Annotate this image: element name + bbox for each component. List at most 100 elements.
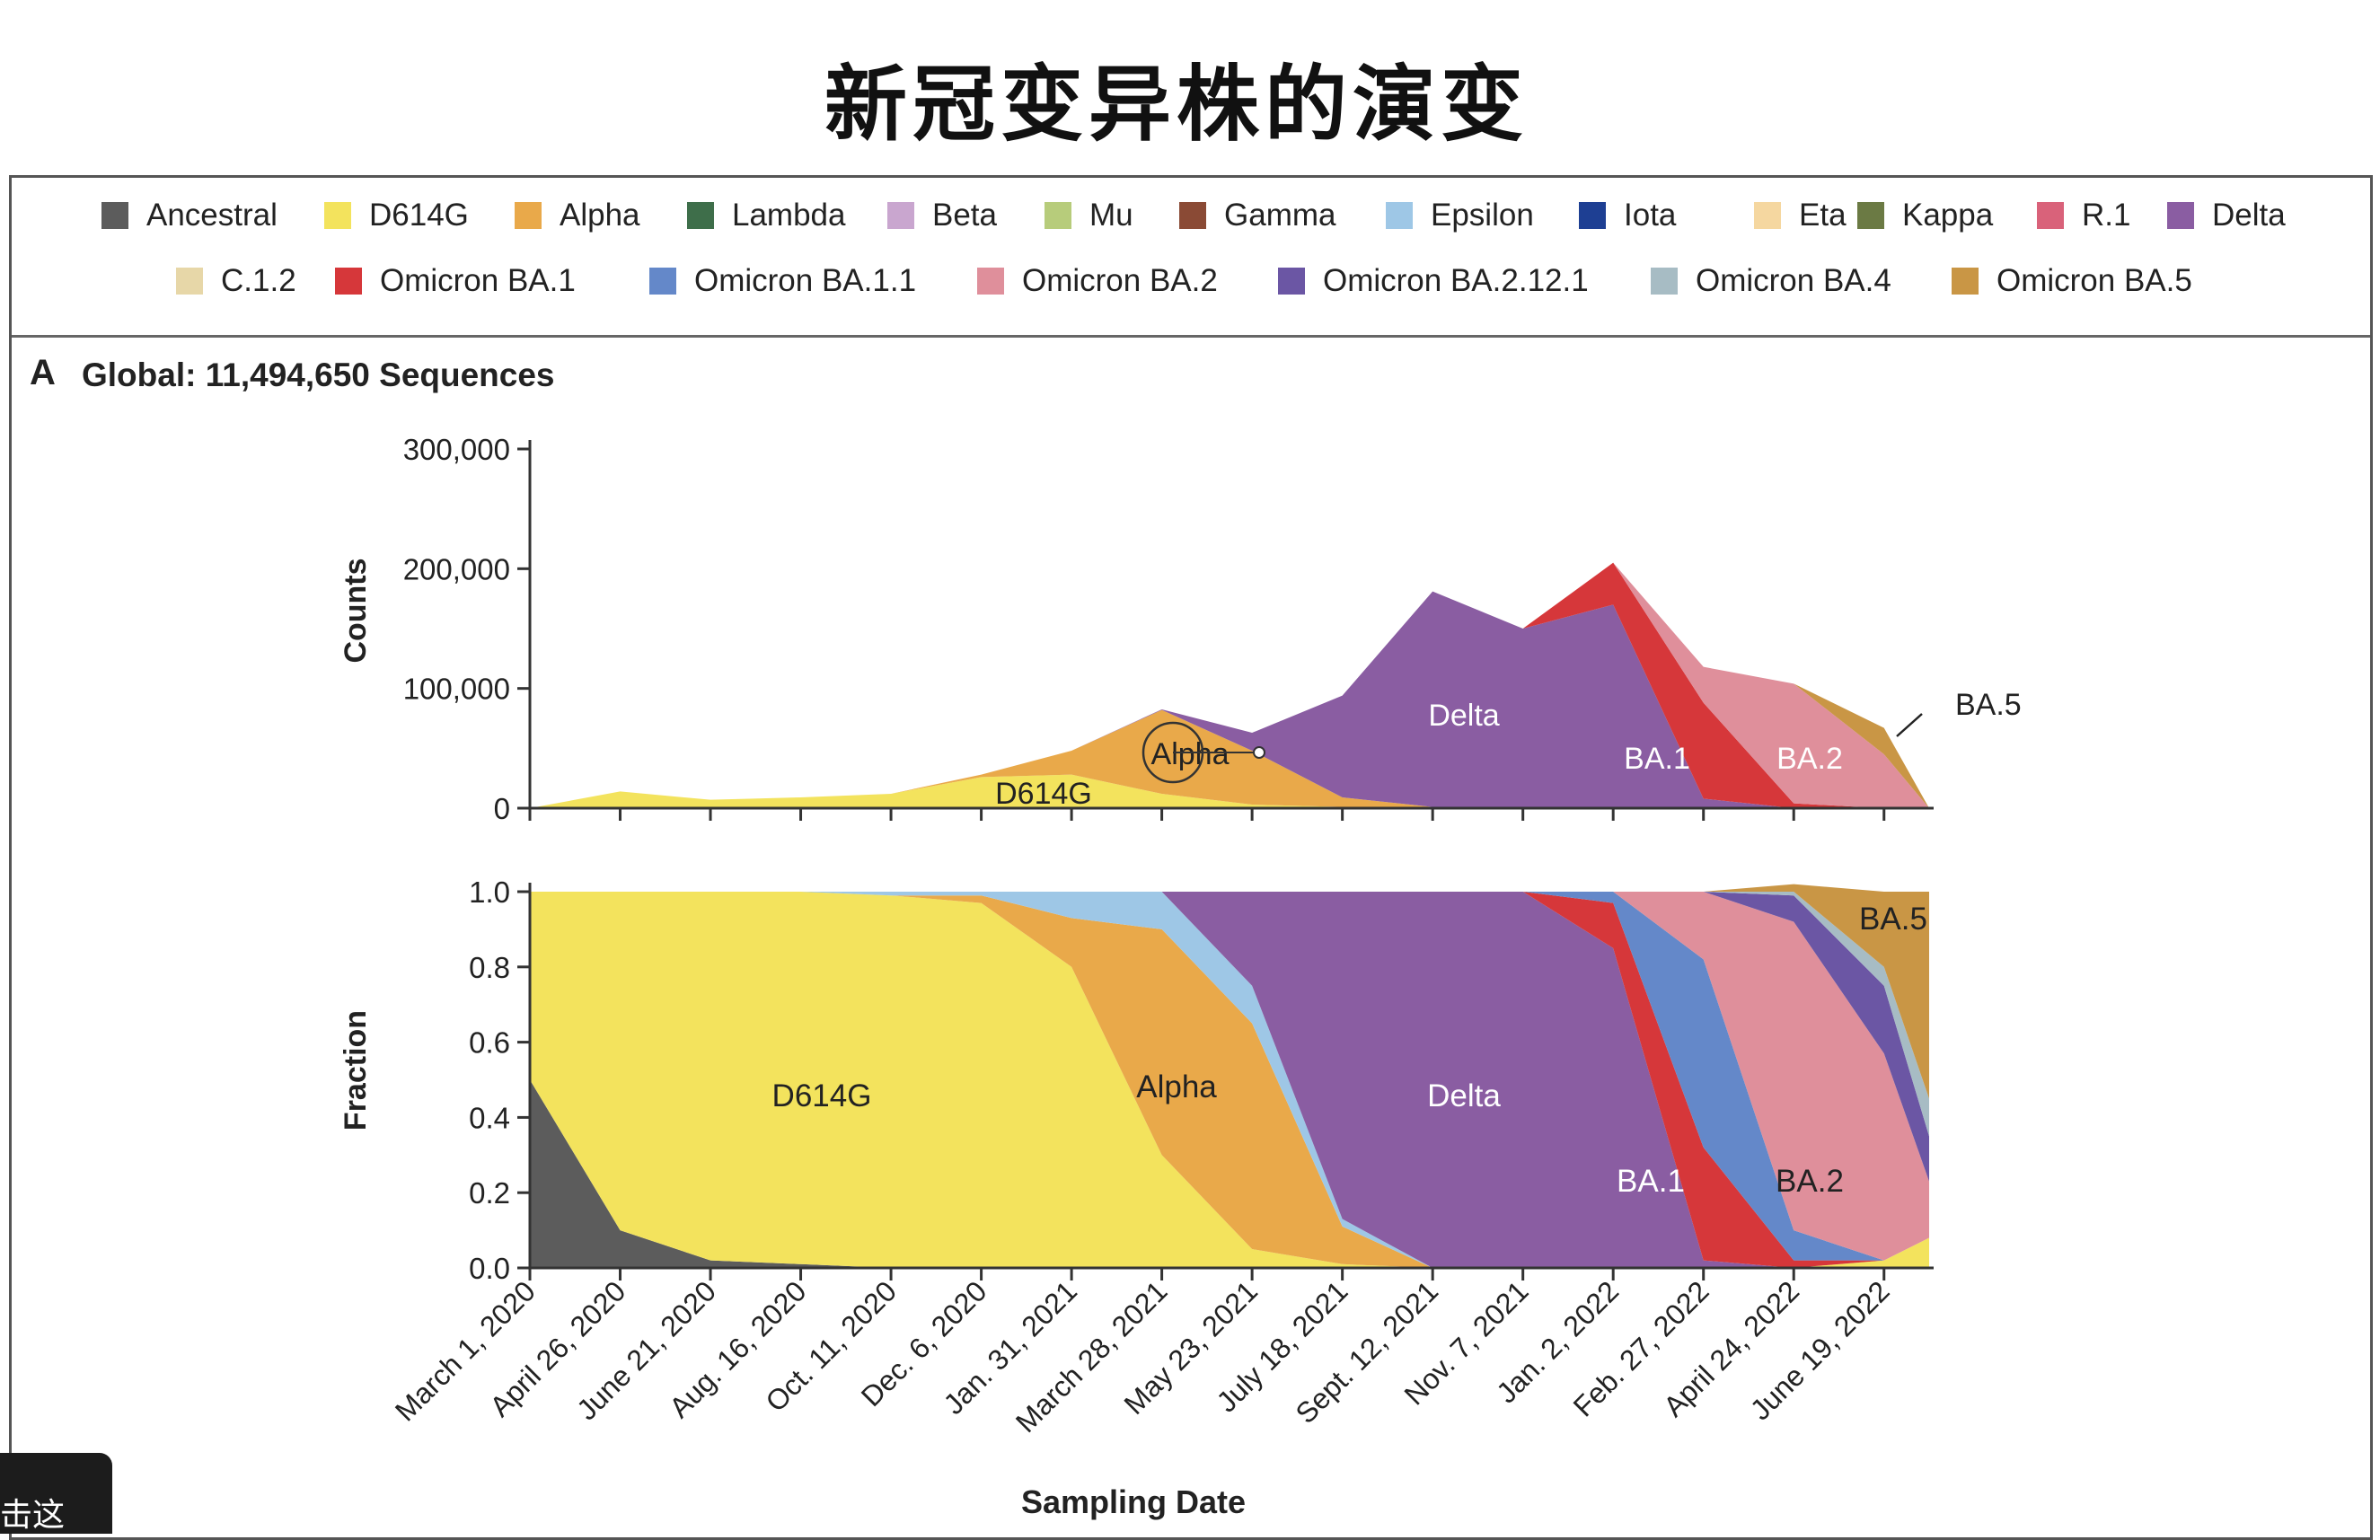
legend-swatch bbox=[1179, 202, 1206, 229]
legend-swatch bbox=[1278, 268, 1305, 295]
legend-swatch bbox=[1386, 202, 1413, 229]
counts-area-omicron-ba-2 bbox=[530, 562, 1929, 808]
legend-label: Omicron BA.1 bbox=[380, 263, 576, 298]
legend-label: Omicron BA.2 bbox=[1022, 263, 1218, 298]
legend-item: Omicron BA.5 bbox=[1952, 263, 2192, 299]
counts-y-tick-label: 0 bbox=[494, 792, 510, 825]
legend-swatch bbox=[2167, 202, 2194, 229]
legend-item: Iota bbox=[1579, 198, 1676, 233]
fraction-area-d614g bbox=[530, 892, 1929, 1268]
fraction-annotation: D614G bbox=[772, 1078, 872, 1113]
legend-label: Omicron BA.2.12.1 bbox=[1323, 263, 1589, 298]
counts-y-axis-label: Counts bbox=[339, 558, 373, 663]
legend-item: Delta bbox=[2167, 198, 2286, 233]
legend-item: Mu bbox=[1045, 198, 1133, 233]
legend-item: R.1 bbox=[2037, 198, 2130, 233]
counts-area-d614g bbox=[530, 774, 1929, 808]
slide-title: 新冠变异株的演变 bbox=[824, 57, 1529, 153]
legend-swatch bbox=[101, 202, 128, 229]
fraction-area-other-variants bbox=[530, 892, 1929, 1268]
fraction-y-tick-label: 0.4 bbox=[469, 1101, 510, 1134]
fraction-y-tick-label: 0.6 bbox=[469, 1026, 510, 1060]
fraction-annotation: BA.5 bbox=[1859, 902, 1927, 937]
tooltip-text: 击这 bbox=[0, 1497, 66, 1534]
cursor-handle-icon bbox=[1253, 746, 1265, 759]
fraction-annotation: BA.1 bbox=[1617, 1164, 1685, 1199]
fraction-annotation: Delta bbox=[1427, 1078, 1501, 1113]
legend-item: Omicron BA.2.12.1 bbox=[1278, 263, 1589, 299]
legend-label: Omicron BA.5 bbox=[1997, 263, 2192, 298]
legend-swatch bbox=[1857, 202, 1884, 229]
legend-item: Omicron BA.1 bbox=[335, 263, 576, 299]
x-axis-label: Sampling Date bbox=[1021, 1483, 1246, 1520]
legend-swatch bbox=[887, 202, 914, 229]
legend-swatch bbox=[687, 202, 714, 229]
tooltip-chip[interactable]: 击这 bbox=[0, 1453, 112, 1534]
legend-label: Omicron BA.4 bbox=[1696, 263, 1891, 298]
legend-label: R.1 bbox=[2082, 198, 2131, 233]
counts-area-delta bbox=[530, 591, 1929, 808]
legend-swatch bbox=[324, 202, 351, 229]
fraction-area-alpha bbox=[530, 892, 1929, 1268]
counts-area-alpha bbox=[530, 709, 1929, 808]
legend-label: Mu bbox=[1089, 198, 1133, 233]
figure-frame: Ancestral D614G Alpha Lambda Beta Mu Gamma Epsi… bbox=[9, 175, 2373, 1540]
panel-label: A bbox=[30, 353, 56, 392]
legend: Ancestral D614G Alpha Lambda Beta Mu Gamma Epsi… bbox=[12, 178, 2370, 338]
fraction-area-omicron-ba-1-1 bbox=[530, 892, 1929, 1261]
legend-swatch bbox=[1579, 202, 1606, 229]
legend-label: Ancestral bbox=[146, 198, 278, 233]
legend-item: Kappa bbox=[1857, 198, 1993, 233]
counts-annotation: BA.5 bbox=[1955, 688, 2022, 722]
legend-item: Omicron BA.4 bbox=[1651, 263, 1891, 299]
legend-swatch bbox=[2037, 202, 2064, 229]
legend-label: C.1.2 bbox=[221, 263, 296, 298]
legend-item: Omicron BA.1.1 bbox=[649, 263, 916, 299]
legend-swatch bbox=[649, 268, 676, 295]
fraction-y-tick-label: 1.0 bbox=[469, 876, 510, 909]
fraction-annotation: Alpha bbox=[1136, 1069, 1217, 1104]
fraction-y-tick-label: 0.8 bbox=[469, 951, 510, 984]
counts-annotation: D614G bbox=[995, 777, 1092, 811]
counts-annotation-leader bbox=[1896, 713, 1923, 737]
legend-label: Lambda bbox=[732, 198, 846, 233]
fraction-area-ancestral bbox=[530, 1079, 1929, 1268]
legend-item: Ancestral bbox=[101, 198, 278, 233]
legend-item: Eta bbox=[1754, 198, 1847, 233]
panel-title: Global: 11,494,650 Sequences bbox=[82, 356, 555, 393]
legend-item: Omicron BA.2 bbox=[977, 263, 1218, 299]
legend-swatch bbox=[176, 268, 203, 295]
legend-swatch bbox=[1754, 202, 1781, 229]
legend-swatch bbox=[1651, 268, 1678, 295]
fraction-area-omicron-ba-2 bbox=[530, 892, 1929, 1261]
counts-y-tick-label: 200,000 bbox=[403, 552, 510, 585]
legend-item: Lambda bbox=[687, 198, 845, 233]
x-tick-label: March 28, 2021 bbox=[1009, 1274, 1174, 1439]
legend-item: Epsilon bbox=[1386, 198, 1534, 233]
fraction-annotation: BA.2 bbox=[1776, 1164, 1844, 1199]
counts-annotation: BA.1 bbox=[1624, 742, 1690, 776]
legend-label: Beta bbox=[932, 198, 997, 233]
counts-annotation: Alpha bbox=[1151, 737, 1230, 771]
legend-item: Beta bbox=[887, 198, 997, 233]
fraction-y-tick-label: 0.2 bbox=[469, 1176, 510, 1210]
counts-annotation: Delta bbox=[1428, 699, 1499, 733]
legend-label: Kappa bbox=[1902, 198, 1994, 233]
legend-item: C.1.2 bbox=[176, 263, 296, 299]
legend-swatch bbox=[1045, 202, 1071, 229]
legend-label: D614G bbox=[369, 198, 469, 233]
legend-label: Gamma bbox=[1224, 198, 1336, 233]
legend-label: Epsilon bbox=[1431, 198, 1534, 233]
counts-annotation: BA.2 bbox=[1776, 742, 1843, 776]
legend-label: Alpha bbox=[560, 198, 640, 233]
legend-label: Iota bbox=[1624, 198, 1677, 233]
legend-item: Alpha bbox=[515, 198, 640, 233]
legend-item: Gamma bbox=[1179, 198, 1335, 233]
legend-swatch bbox=[977, 268, 1004, 295]
fraction-y-axis-label: Fraction bbox=[339, 1010, 373, 1131]
counts-y-tick-label: 300,000 bbox=[403, 433, 510, 466]
legend-label: Delta bbox=[2212, 198, 2286, 233]
legend-swatch bbox=[1952, 268, 1979, 295]
legend-label: Omicron BA.1.1 bbox=[694, 263, 917, 298]
